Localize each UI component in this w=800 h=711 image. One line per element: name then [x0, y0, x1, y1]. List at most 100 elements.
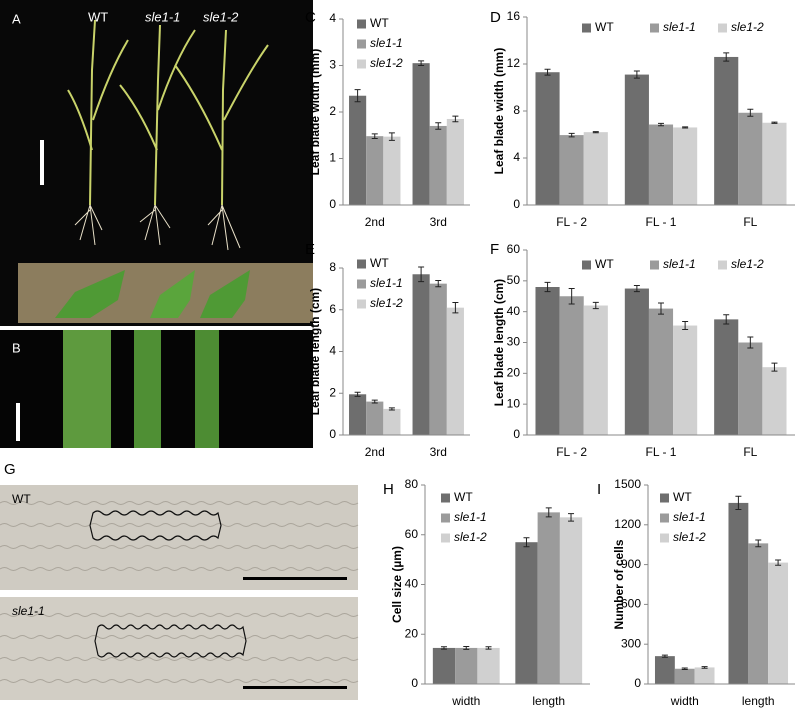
y-tick-label: 60: [405, 527, 419, 541]
legend-swatch: [357, 279, 366, 289]
error-bar: [388, 407, 395, 411]
panel-label: E: [305, 241, 315, 258]
y-tick-label: 1200: [614, 517, 641, 531]
y-tick-label: 50: [507, 273, 521, 287]
legend-swatch: [441, 533, 450, 543]
error-bar: [661, 654, 668, 658]
error-bar: [682, 321, 689, 331]
cell-wall: [0, 613, 359, 617]
error-bar: [682, 126, 689, 129]
error-bar: [418, 266, 425, 283]
cell-outline: [89, 510, 222, 541]
legend-swatch: [582, 23, 591, 33]
error-bar: [633, 284, 640, 293]
legend-swatch: [660, 513, 669, 523]
error-bar: [658, 122, 664, 127]
x-tick-label: length: [742, 694, 775, 708]
y-tick-label: 2: [329, 104, 336, 118]
bar: [412, 63, 430, 205]
cell-wall: [0, 657, 359, 661]
y-tick-label: 8: [513, 103, 520, 117]
error-bar: [592, 301, 599, 310]
y-axis-title: Leaf blade width (mm): [492, 48, 506, 175]
legend-swatch: [582, 260, 591, 270]
bar: [412, 274, 430, 435]
bar: [583, 132, 608, 205]
legend-swatch: [357, 259, 366, 269]
bar: [762, 367, 787, 435]
legend-label: sle1-1: [370, 276, 403, 290]
legend-label: WT: [595, 20, 614, 34]
panel-label: B: [12, 340, 21, 355]
y-axis-title: Number of cells: [612, 539, 626, 629]
y-tick-label: 1500: [614, 477, 641, 491]
legend-swatch: [357, 59, 366, 69]
bar: [559, 135, 584, 205]
y-tick-label: 2: [329, 385, 336, 399]
legend-label: WT: [370, 16, 389, 30]
cell-wall: [0, 501, 359, 505]
error-bar: [544, 281, 551, 293]
error-bar: [435, 280, 442, 288]
y-tick-label: 20: [405, 626, 419, 640]
y-tick-label: 16: [507, 9, 521, 23]
bar: [446, 118, 464, 205]
legend-label: sle1-2: [731, 20, 764, 34]
y-axis-title: Cell size (µm): [390, 546, 404, 623]
bar: [673, 127, 698, 205]
legend-label: sle1-1: [663, 20, 696, 34]
y-tick-label: 4: [329, 11, 336, 25]
error-bar: [545, 507, 552, 518]
y-tick-label: 0: [634, 676, 641, 690]
legend-label: sle1-2: [370, 56, 403, 70]
y-tick-label: 600: [621, 597, 641, 611]
error-bar: [435, 122, 442, 130]
y-tick-label: 4: [329, 344, 336, 358]
error-bar: [371, 399, 378, 404]
legend-swatch: [718, 23, 727, 33]
error-bar: [592, 131, 599, 134]
y-tick-label: 0: [513, 197, 520, 211]
legend-label: WT: [454, 490, 473, 504]
bar: [537, 512, 560, 684]
caption: WT: [12, 492, 31, 506]
y-tick-label: 40: [405, 577, 419, 591]
error-bar: [658, 302, 664, 315]
legend-swatch: [357, 19, 366, 29]
y-tick-label: 1: [329, 151, 336, 165]
error-bar: [452, 301, 459, 314]
error-bar: [463, 645, 470, 650]
legend-label: sle1-2: [673, 530, 706, 544]
error-bar: [771, 121, 778, 124]
cell-wall: [0, 635, 359, 639]
bar: [728, 502, 749, 684]
bar: [673, 325, 698, 435]
panel-label: G: [4, 461, 16, 478]
legend-swatch: [357, 299, 366, 309]
photo-a: [0, 0, 313, 326]
bar: [674, 668, 695, 684]
error-bar: [418, 60, 425, 66]
y-tick-label: 0: [513, 427, 520, 441]
photo-g: [0, 485, 359, 700]
y-tick-label: 60: [507, 242, 521, 256]
bar: [738, 112, 763, 205]
y-tick-label: 0: [329, 427, 336, 441]
y-tick-label: 8: [329, 260, 336, 274]
bar: [535, 287, 560, 435]
x-tick-label: 2nd: [365, 215, 385, 229]
error-bar: [701, 666, 708, 669]
legend-swatch: [650, 260, 659, 270]
x-tick-label: width: [451, 694, 480, 708]
caption: sle1-1: [145, 9, 180, 24]
legend-label: WT: [370, 256, 389, 270]
caption: WT: [88, 9, 108, 24]
x-tick-label: 2nd: [365, 445, 385, 459]
legend-label: sle1-2: [370, 296, 403, 310]
panel-label: D: [490, 9, 501, 26]
cell-wall: [0, 567, 359, 571]
legend-swatch: [660, 493, 669, 503]
x-tick-label: 3rd: [430, 215, 447, 229]
x-tick-label: width: [670, 694, 699, 708]
